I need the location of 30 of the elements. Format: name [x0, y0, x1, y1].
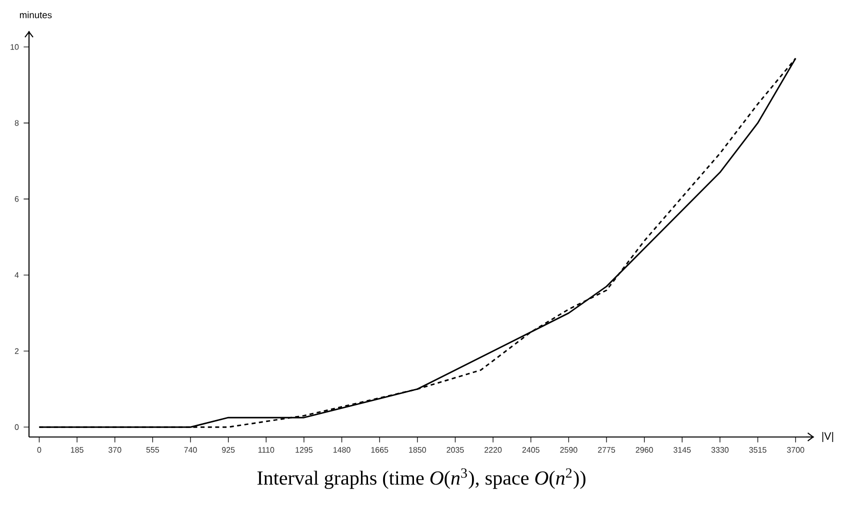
x-tick-label: 3145	[674, 447, 691, 453]
x-tick-label: 185	[70, 447, 84, 453]
y-tick-label: 4	[14, 272, 19, 278]
y-axis-title: minutes	[20, 11, 52, 18]
x-tick-label: 2035	[446, 447, 464, 453]
x-tick-label: 370	[108, 447, 122, 453]
y-tick-label: 0	[14, 424, 19, 430]
chart-title: Interval graphs (time O(n$^{3}$), space O(n$^{2}$))	[257, 468, 586, 489]
y-tick-label: 10	[10, 44, 19, 50]
x-tick-label: 2405	[522, 447, 540, 453]
x-tick-label: 740	[184, 447, 197, 453]
x-tick-label: 3515	[749, 447, 766, 453]
x-axis-title: |V|	[822, 432, 834, 442]
x-tick-label: 925	[222, 447, 235, 453]
y-tick-label: 2	[14, 348, 19, 354]
x-tick-label: 3700	[787, 447, 804, 453]
x-tick-label: 1850	[409, 447, 426, 453]
x-tick-label: 2775	[598, 447, 616, 453]
x-tick-label: 1295	[296, 447, 313, 453]
x-tick-label: 2960	[636, 447, 653, 453]
x-tick-label: 1480	[333, 447, 350, 453]
x-tick-label: 2590	[560, 447, 578, 453]
y-tick-label: 6	[14, 196, 19, 202]
y-tick-label: 8	[14, 120, 19, 126]
x-tick-label: 2220	[484, 447, 502, 453]
x-tick-label: 1110	[258, 447, 274, 453]
x-tick-label: 3330	[711, 447, 729, 453]
x-tick-label: 555	[146, 447, 160, 453]
x-tick-label: 0	[37, 447, 42, 453]
x-tick-label: 1665	[371, 447, 388, 453]
